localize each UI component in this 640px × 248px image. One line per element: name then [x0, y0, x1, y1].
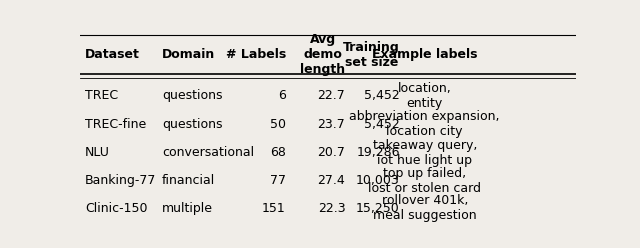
Text: 68: 68 [270, 146, 286, 159]
Text: 27.4: 27.4 [317, 174, 346, 187]
Text: Avg
demo
length: Avg demo length [300, 33, 346, 76]
Text: 22.3: 22.3 [317, 202, 346, 215]
Text: questions: questions [162, 118, 222, 131]
Text: Example labels: Example labels [372, 48, 477, 61]
Text: 5,452: 5,452 [364, 89, 400, 102]
Text: Dataset: Dataset [85, 48, 140, 61]
Text: 22.7: 22.7 [317, 89, 346, 102]
Text: 15,250: 15,250 [356, 202, 400, 215]
Text: 10,003: 10,003 [356, 174, 400, 187]
Text: top up failed,
lost or stolen card: top up failed, lost or stolen card [368, 167, 481, 195]
Text: abbreviation expansion,
location city: abbreviation expansion, location city [349, 110, 500, 138]
Text: financial: financial [162, 174, 215, 187]
Text: 5,452: 5,452 [364, 118, 400, 131]
Text: 19,286: 19,286 [356, 146, 400, 159]
Text: NLU: NLU [85, 146, 110, 159]
Text: conversational: conversational [162, 146, 254, 159]
Text: TREC: TREC [85, 89, 118, 102]
Text: Clinic-150: Clinic-150 [85, 202, 147, 215]
Text: Banking-77: Banking-77 [85, 174, 156, 187]
Text: TREC-fine: TREC-fine [85, 118, 146, 131]
Text: 77: 77 [270, 174, 286, 187]
Text: Training
set size: Training set size [343, 41, 400, 69]
Text: Domain: Domain [162, 48, 215, 61]
Text: 151: 151 [262, 202, 286, 215]
Text: takeaway query,
iot hue light up: takeaway query, iot hue light up [372, 139, 477, 167]
Text: rollover 401k,
meal suggestion: rollover 401k, meal suggestion [373, 194, 477, 222]
Text: 50: 50 [270, 118, 286, 131]
Text: questions: questions [162, 89, 222, 102]
Text: multiple: multiple [162, 202, 213, 215]
Text: 6: 6 [278, 89, 286, 102]
Text: 20.7: 20.7 [317, 146, 346, 159]
Text: location,
entity: location, entity [398, 82, 452, 110]
Text: 23.7: 23.7 [317, 118, 346, 131]
Text: # Labels: # Labels [225, 48, 286, 61]
